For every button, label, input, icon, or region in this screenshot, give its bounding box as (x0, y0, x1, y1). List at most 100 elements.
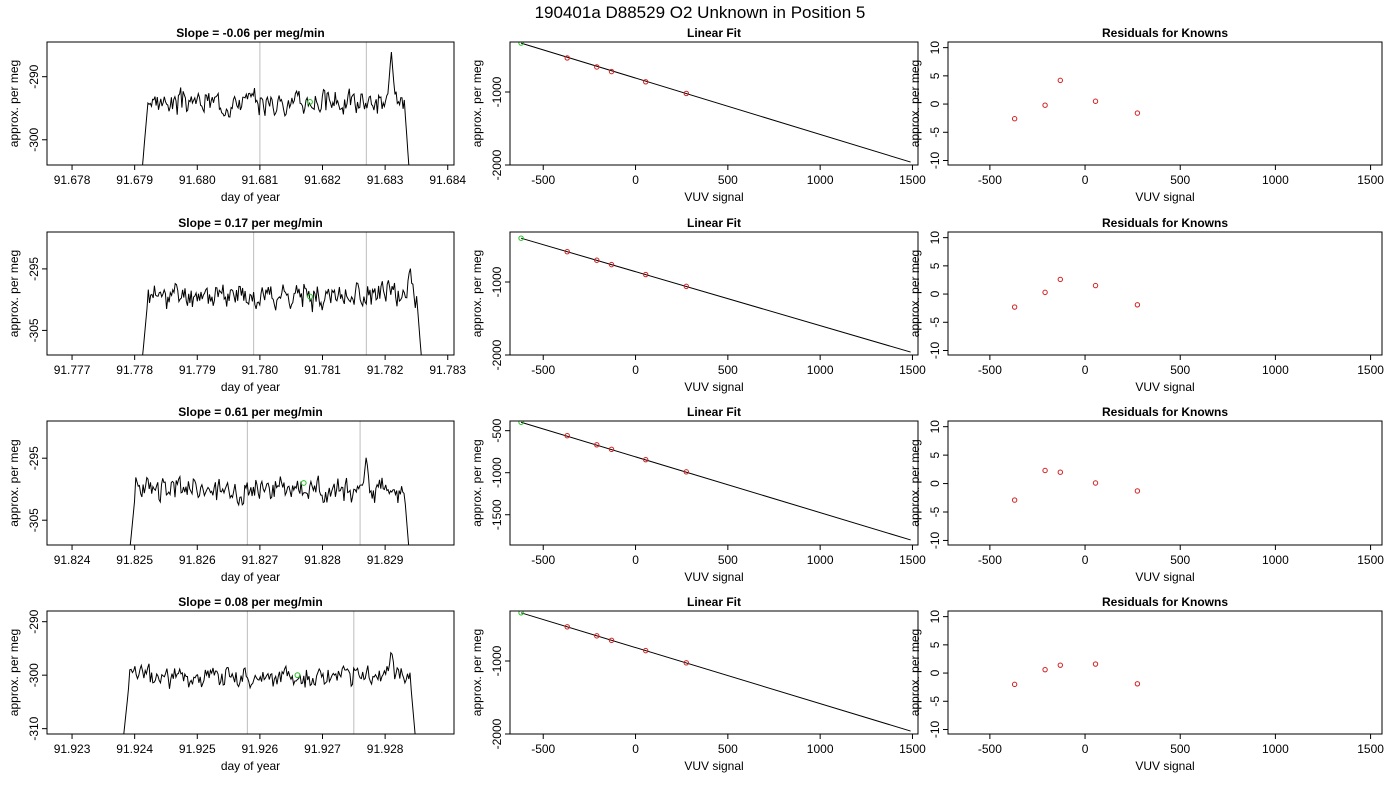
green-point (300, 480, 307, 486)
x-tick-label: -500 (978, 553, 1002, 567)
x-tick-label: 0 (1082, 742, 1089, 756)
x-tick-label: 1500 (1357, 173, 1384, 187)
green-point (518, 421, 524, 425)
panel-frame (509, 41, 919, 166)
panel-1-2: Linear Fit -500 0 500 1000 1500 -1000 -2000 VUV … (470, 26, 926, 204)
x-axis-label: day of year (221, 759, 280, 773)
red-point (564, 624, 570, 630)
series-line (129, 457, 410, 545)
x-tick-label: -500 (531, 742, 555, 756)
y-tick-label: 0 (928, 669, 942, 676)
panel-frame (947, 41, 1383, 166)
y-axis-label: approx. per meg (470, 439, 484, 526)
x-tick-label: 0 (1082, 363, 1089, 377)
panel-frame (46, 610, 455, 735)
panel-frame (947, 420, 1383, 546)
red-point (683, 90, 690, 97)
y-tick-label: 5 (928, 72, 942, 79)
y-tick-label: -305 (27, 508, 41, 532)
panel-title: Slope = 0.17 per meg/min (178, 216, 322, 230)
x-tick-label: 1000 (1262, 553, 1289, 567)
x-tick-label: 500 (1170, 553, 1190, 567)
red-point (1092, 282, 1099, 289)
red-point (1057, 77, 1064, 84)
red-point (1134, 681, 1141, 687)
red-point (1092, 480, 1099, 486)
panel-title: Slope = 0.08 per meg/min (178, 595, 322, 609)
red-point (1042, 289, 1048, 296)
red-point (1134, 110, 1141, 116)
x-tick-label: 91.679 (116, 173, 153, 187)
red-point (1092, 661, 1099, 667)
x-tick-label: 91.678 (54, 173, 91, 187)
red-point (1042, 467, 1048, 474)
x-tick-label: 91.826 (179, 553, 216, 567)
x-tick-label: -500 (978, 742, 1002, 756)
red-point (564, 55, 570, 61)
series-line (142, 268, 422, 355)
series-line (123, 651, 416, 734)
x-tick-label: 91.824 (54, 553, 91, 567)
panel-frame (509, 420, 919, 546)
red-point (1011, 304, 1018, 310)
x-axis-label: VUV signal (684, 570, 743, 584)
red-point (594, 64, 600, 70)
y-tick-label: 10 (928, 231, 942, 245)
x-tick-label: 1500 (1357, 553, 1384, 567)
red-point (608, 637, 615, 644)
red-point (1057, 662, 1064, 668)
red-point (1011, 116, 1018, 122)
red-point (564, 433, 570, 439)
x-tick-label: 1000 (807, 173, 834, 187)
panel-3-2: Linear Fit -500 0 500 1000 1500 -500 -1000 -1500… (470, 405, 926, 584)
y-tick-label: -10 (928, 720, 942, 738)
y-tick-label: -1000 (490, 266, 504, 297)
x-tick-label: 91.783 (429, 363, 466, 377)
fit-line (520, 612, 911, 732)
y-axis-label: approx. per meg (7, 250, 21, 337)
plot-area (518, 421, 911, 541)
x-tick-label: 91.829 (367, 553, 404, 567)
x-tick-label: 91.928 (367, 742, 404, 756)
y-axis-label: approx. per meg (908, 250, 922, 337)
x-tick-label: 1000 (1262, 363, 1289, 377)
red-point (1042, 102, 1048, 108)
y-axis-label: approx. per meg (7, 629, 21, 716)
y-tick-label: -300 (27, 127, 41, 151)
y-tick-label: 5 (928, 451, 942, 458)
x-tick-label: 91.777 (54, 363, 91, 377)
x-tick-label: 1500 (899, 173, 926, 187)
panel-1-1: Slope = -0.06 per meg/min 91.678 91.679 91.… (7, 26, 466, 204)
red-point (1057, 469, 1064, 475)
y-tick-label: 5 (928, 262, 942, 269)
panel-title: Residuals for Knowns (1102, 216, 1228, 230)
x-axis-label: VUV signal (684, 190, 743, 204)
x-tick-label: 500 (1170, 363, 1190, 377)
red-point (1134, 488, 1141, 494)
x-tick-label: 91.827 (242, 553, 279, 567)
y-tick-label: -5 (928, 506, 942, 517)
x-axis-label: VUV signal (684, 759, 743, 773)
panel-2-1: Slope = 0.17 per meg/min 91.777 91.778 91.7… (7, 216, 466, 394)
x-tick-label: 91.925 (179, 742, 216, 756)
plot-area (1011, 77, 1141, 122)
y-tick-label: -10 (928, 341, 942, 359)
panel-2-3: Residuals for Knowns -500 0 500 1000 1500 -10 -… (908, 216, 1384, 394)
panel-title: Linear Fit (687, 216, 741, 230)
x-tick-label: 91.781 (304, 363, 341, 377)
x-tick-label: 500 (718, 173, 738, 187)
x-axis-label: day of year (221, 570, 280, 584)
x-tick-label: 1500 (899, 742, 926, 756)
panel-title: Residuals for Knowns (1102, 26, 1228, 40)
x-tick-label: 500 (1170, 742, 1190, 756)
x-tick-label: 91.681 (242, 173, 279, 187)
green-point (307, 99, 313, 105)
plot-area (129, 421, 410, 545)
x-tick-label: 500 (718, 363, 738, 377)
x-tick-label: 0 (1082, 553, 1089, 567)
panel-title: Linear Fit (687, 405, 741, 419)
panel-2-2: Linear Fit -500 0 500 1000 1500 -1000 -2000 VUV … (470, 216, 926, 394)
fit-line (520, 42, 911, 163)
figure-title: 190401a D88529 O2 Unknown in Position 5 (535, 3, 866, 22)
